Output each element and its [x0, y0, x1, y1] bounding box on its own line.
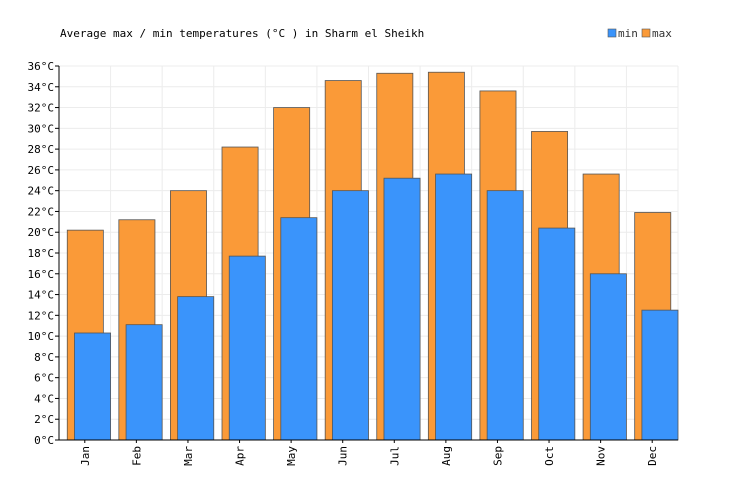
x-axis-ticks: Jan Feb Mar Apr May Jun Jul Aug Sep Oct Nov Dec	[79, 440, 659, 466]
y-tick-label: 28°C	[28, 143, 55, 156]
legend-label-max: max	[652, 27, 672, 40]
y-axis-ticks: 0°C 2°C 4°C 6°C 8°C 10°C 12°C 14°C 16°C 18°C 20°C 2…	[28, 60, 59, 447]
y-tick-label: 14°C	[28, 289, 55, 302]
x-tick-label: Apr	[234, 446, 247, 466]
legend-swatch-max	[641, 28, 651, 38]
bar-min-nov[interactable]	[589, 273, 627, 441]
y-tick-label: 30°C	[28, 122, 55, 135]
y-tick-label: 6°C	[34, 372, 54, 385]
x-tick-label: Oct	[543, 446, 556, 466]
x-tick-label: Mar	[182, 446, 195, 466]
bar-min-dec[interactable]	[641, 309, 679, 441]
bar-min-apr[interactable]	[228, 255, 266, 441]
legend-label-min: min	[618, 27, 638, 40]
y-tick-label: 32°C	[28, 102, 55, 115]
bar-min-feb[interactable]	[125, 324, 163, 441]
y-tick-label: 26°C	[28, 164, 55, 177]
bar-min-jan[interactable]	[74, 332, 111, 441]
bar-min-may[interactable]	[280, 217, 318, 441]
y-tick-label: 2°C	[34, 413, 54, 426]
y-tick-label: 20°C	[28, 226, 55, 239]
x-tick-label: Jun	[337, 446, 350, 466]
y-tick-label: 10°C	[28, 330, 55, 343]
x-tick-label: Dec	[646, 446, 659, 466]
y-tick-label: 12°C	[28, 309, 55, 322]
y-tick-label: 4°C	[34, 392, 54, 405]
y-tick-label: 24°C	[28, 185, 55, 198]
y-tick-label: 18°C	[28, 247, 55, 260]
bar-min-sep[interactable]	[486, 190, 524, 441]
y-tick-label: 8°C	[34, 351, 54, 364]
x-tick-label: Nov	[595, 446, 608, 466]
y-tick-label: 22°C	[28, 205, 55, 218]
y-tick-label: 34°C	[28, 81, 55, 94]
bar-min-aug[interactable]	[435, 173, 473, 441]
x-tick-label: Jul	[388, 446, 401, 466]
bar-min-jul[interactable]	[383, 177, 421, 441]
series-min	[74, 173, 679, 441]
legend: min max	[607, 27, 672, 40]
y-tick-label: 36°C	[28, 60, 55, 73]
x-tick-label: Jan	[79, 446, 92, 466]
bar-min-jun[interactable]	[331, 190, 369, 441]
y-tick-label: 0°C	[34, 434, 54, 447]
x-tick-label: May	[285, 446, 298, 466]
legend-swatch-min	[607, 28, 617, 38]
chart-title: Average max / min temperatures (°C ) in …	[60, 27, 424, 40]
y-tick-label: 16°C	[28, 268, 55, 281]
x-tick-label: Feb	[130, 446, 143, 466]
x-tick-label: Aug	[440, 446, 453, 466]
bar-min-oct[interactable]	[538, 227, 576, 441]
x-tick-label: Sep	[491, 446, 504, 466]
bar-min-mar[interactable]	[177, 296, 215, 441]
